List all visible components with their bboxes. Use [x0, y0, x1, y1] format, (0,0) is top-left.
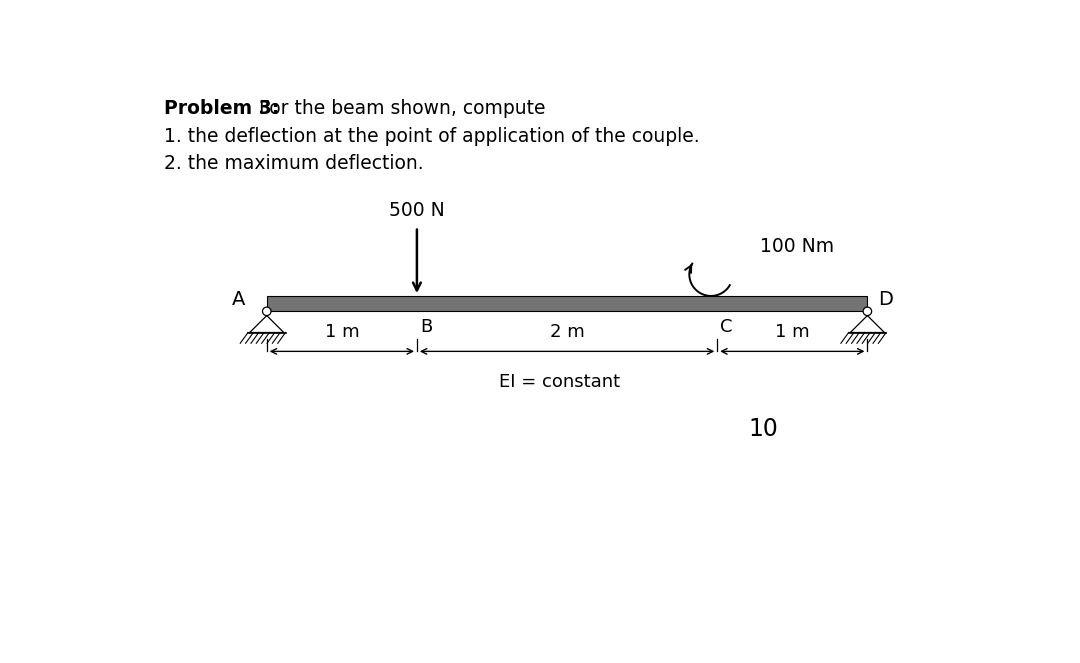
Text: B: B [420, 318, 432, 336]
Text: EI = constant: EI = constant [499, 373, 620, 391]
Circle shape [863, 307, 872, 316]
Polygon shape [850, 316, 885, 333]
Text: 100 Nm: 100 Nm [760, 237, 834, 256]
Text: D: D [878, 290, 893, 309]
Text: Problem 3:: Problem 3: [164, 99, 280, 118]
Text: C: C [720, 318, 733, 336]
Text: For the beam shown, compute: For the beam shown, compute [253, 99, 545, 118]
Text: 2 m: 2 m [550, 323, 584, 341]
Text: 1. the deflection at the point of application of the couple.: 1. the deflection at the point of applic… [164, 127, 700, 146]
Bar [267, 296, 867, 312]
Text: 2. the maximum deflection.: 2. the maximum deflection. [164, 154, 424, 173]
Polygon shape [249, 316, 284, 333]
Text: 1 m: 1 m [775, 323, 810, 341]
Text: 500 N: 500 N [389, 202, 445, 221]
Text: 10: 10 [748, 417, 779, 441]
Text: 1 m: 1 m [324, 323, 360, 341]
Circle shape [262, 307, 271, 316]
Text: A: A [232, 290, 245, 309]
